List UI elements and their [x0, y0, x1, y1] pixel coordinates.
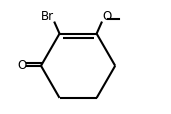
Text: O: O	[103, 10, 112, 23]
Text: Br: Br	[41, 10, 54, 23]
Text: O: O	[17, 58, 26, 71]
